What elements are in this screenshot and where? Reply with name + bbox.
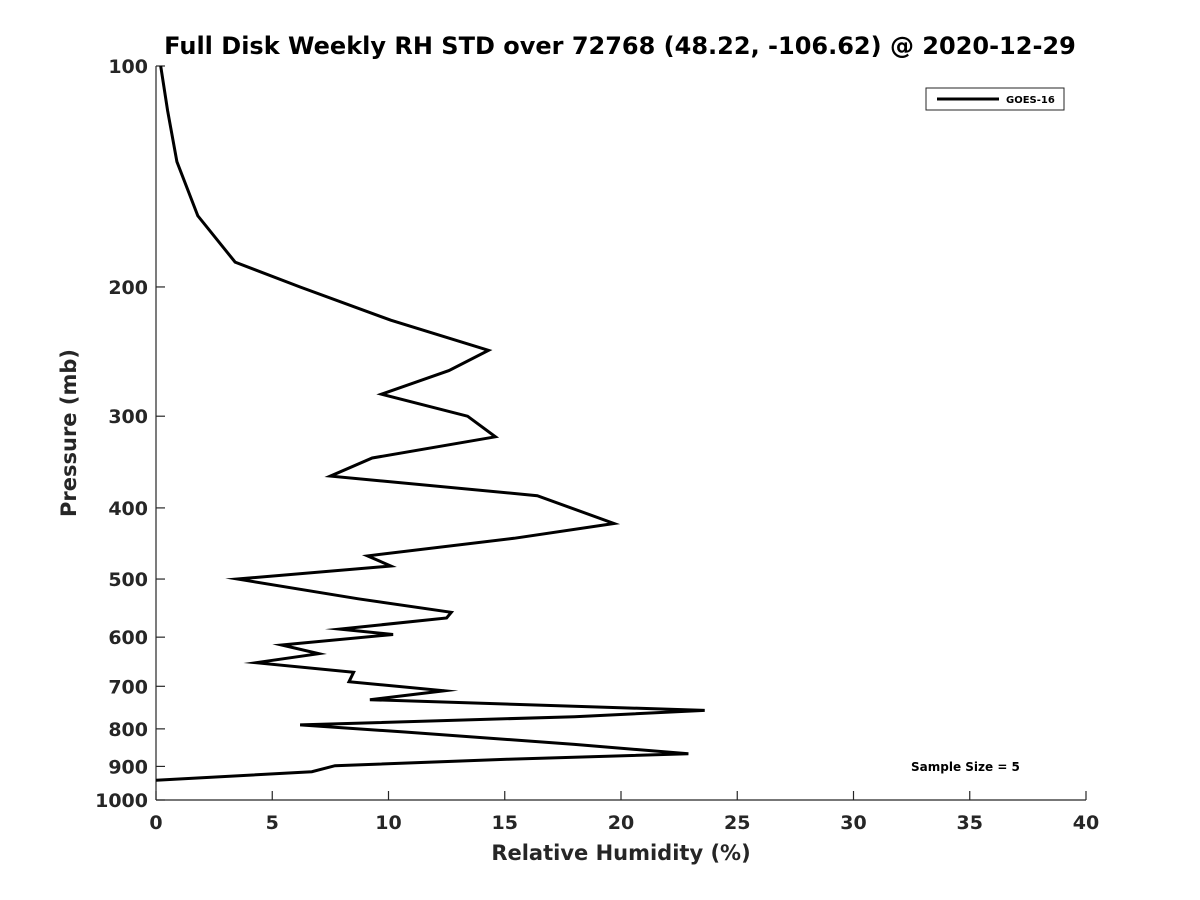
legend-label: GOES-16 [1006, 95, 1055, 106]
legend: GOES-16 [925, 87, 1065, 111]
x-tick-label: 15 [492, 812, 518, 834]
y-tick-label: 300 [108, 406, 148, 428]
y-tick-label: 400 [108, 498, 148, 520]
x-tick-label: 25 [724, 812, 750, 834]
x-tick-label: 40 [1073, 812, 1099, 834]
x-tick-label: 20 [608, 812, 634, 834]
y-tick-label: 600 [108, 627, 148, 649]
x-tick-label: 5 [266, 812, 279, 834]
x-axis-label: Relative Humidity (%) [491, 841, 750, 865]
y-tick-label: 800 [108, 719, 148, 741]
x-tick-label: 35 [957, 812, 983, 834]
y-tick-label: 700 [108, 676, 148, 698]
x-tick-label: 30 [840, 812, 866, 834]
sample-size-annotation: Sample Size = 5 [911, 760, 1020, 774]
series-line [155, 65, 705, 782]
axes: 0 5 10 15 20 25 30 35 40 100 200 300 400 500 600 700 800… [95, 56, 1099, 834]
y-tick-label: 1000 [95, 790, 148, 812]
x-tick-label: 10 [375, 812, 401, 834]
y-tick-label: 100 [108, 56, 148, 78]
x-tick-label: 0 [149, 812, 162, 834]
plot-area [156, 66, 1086, 800]
series-layer [155, 65, 705, 782]
y-tick-label: 200 [108, 277, 148, 299]
chart-title: Full Disk Weekly RH STD over 72768 (48.2… [164, 32, 1076, 60]
y-tick-label: 500 [108, 569, 148, 591]
y-axis-label: Pressure (mb) [57, 349, 81, 517]
y-tick-label: 900 [108, 756, 148, 778]
